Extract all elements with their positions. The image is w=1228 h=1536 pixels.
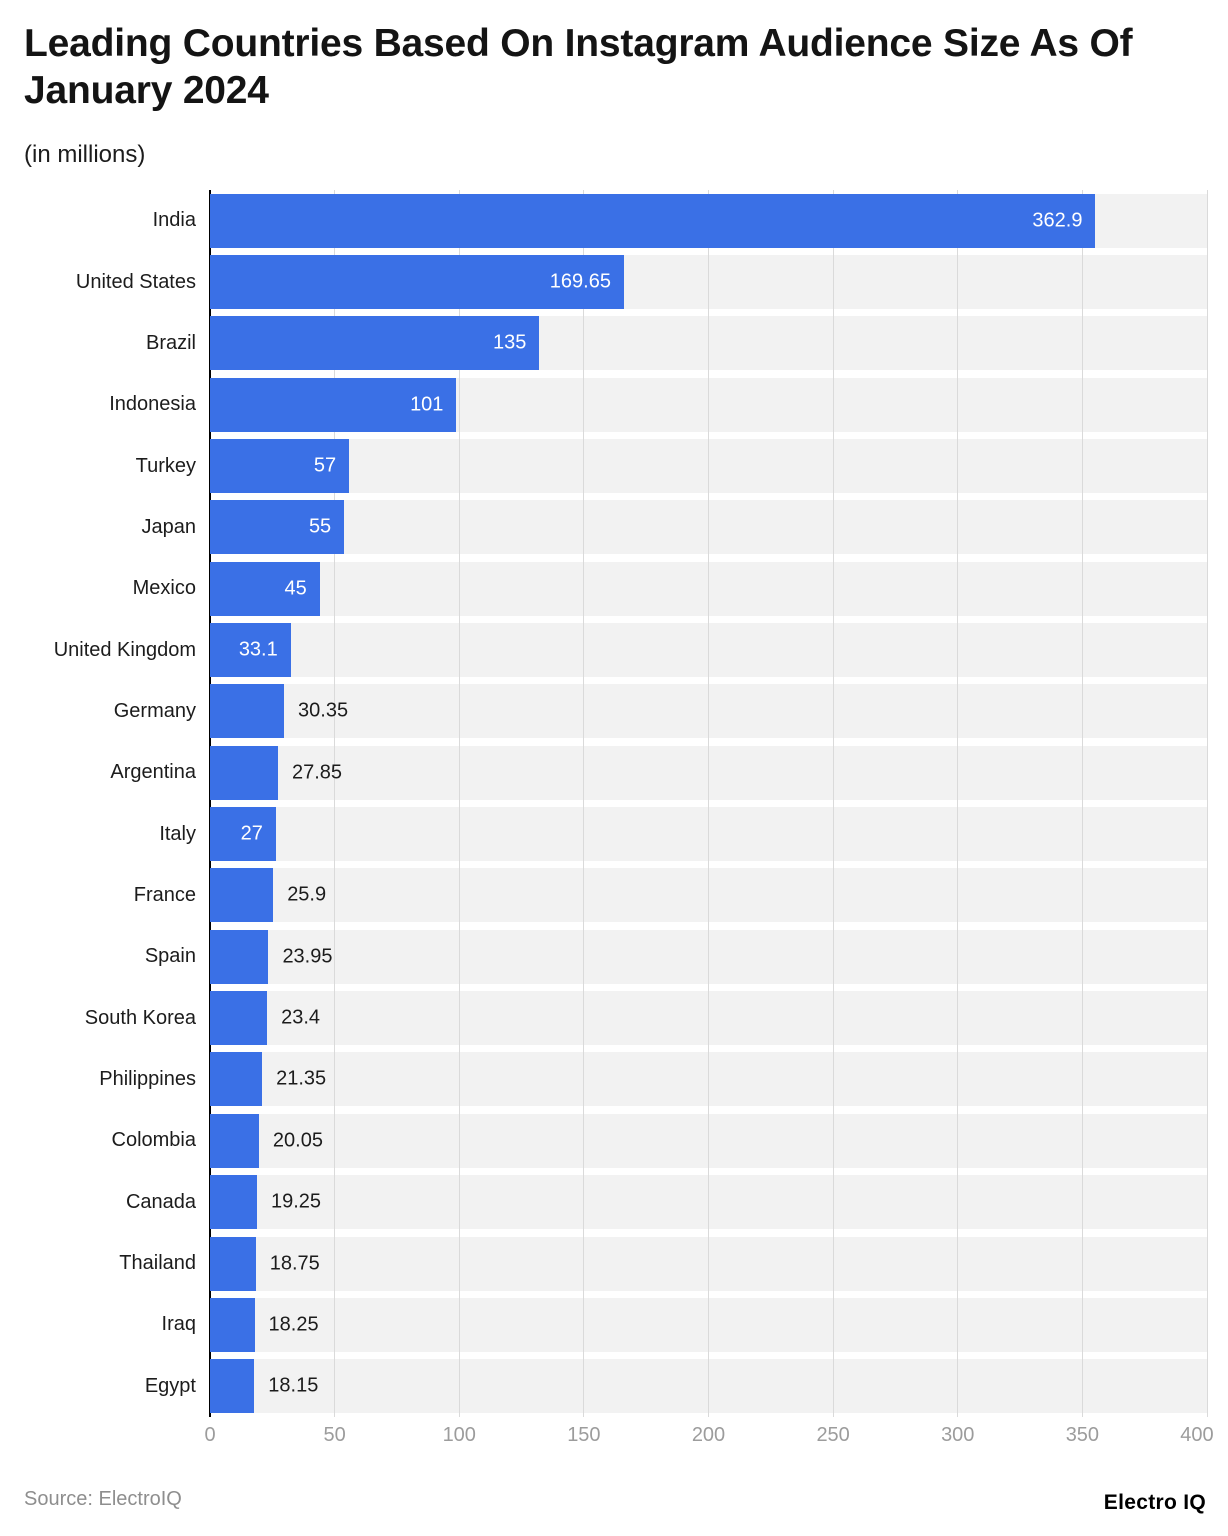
category-label: Philippines [99, 1067, 196, 1090]
gridline [334, 190, 336, 1417]
category-label: Thailand [119, 1252, 196, 1275]
bar [210, 1236, 256, 1291]
gridline [708, 190, 709, 1417]
x-tick-label: 0 [204, 1424, 216, 1446]
value-label: 25.9 [287, 883, 327, 906]
x-tick-label: 100 [442, 1424, 476, 1446]
bar [210, 929, 269, 984]
category-label: India [152, 209, 196, 232]
bar [210, 1113, 259, 1168]
category-label: Spain [144, 945, 196, 968]
x-tick-label: 50 [323, 1424, 346, 1446]
gridline [1206, 190, 1208, 1417]
bar [210, 684, 285, 739]
value-label: 55 [308, 515, 332, 538]
category-label: United Kingdom [53, 638, 196, 661]
category-label: Iraq [161, 1313, 196, 1336]
value-label: 18.75 [269, 1252, 320, 1275]
chart-title-line1: Leading Countries Based On Instagram Aud… [24, 22, 1133, 65]
value-label: 19.25 [270, 1190, 322, 1213]
value-label: 169.65 [549, 270, 611, 293]
bar-chart: India 362.9 United States 169.65 Brazil 135 In… [0, 190, 1208, 1417]
x-tick-label: 400 [1180, 1424, 1214, 1446]
bar: 55 [210, 500, 345, 555]
value-label: 21.35 [276, 1067, 327, 1090]
gridline [583, 190, 585, 1417]
category-label: Egypt [144, 1374, 196, 1397]
chart-row: India 362.9 [0, 190, 1207, 251]
category-label: United States [75, 270, 196, 293]
x-tick-label: 150 [567, 1424, 601, 1446]
category-label: Canada [125, 1190, 196, 1213]
category-label: Italy [159, 822, 196, 845]
bar [210, 868, 274, 923]
bar: 362.9 [210, 193, 1096, 248]
bar: 135 [210, 316, 540, 371]
bar [210, 1297, 255, 1352]
value-label: 30.35 [298, 699, 349, 722]
value-label: 101 [410, 393, 444, 416]
category-label: South Korea [84, 1006, 196, 1029]
category-label: Colombia [111, 1129, 196, 1152]
x-tick-label: 350 [1065, 1424, 1100, 1446]
category-label: Brazil [145, 331, 196, 354]
value-label: 135 [493, 331, 527, 354]
gridline [957, 190, 959, 1417]
x-tick-label: 300 [941, 1424, 975, 1446]
category-label: France [133, 883, 196, 906]
bar [210, 1175, 257, 1230]
bar [210, 991, 268, 1046]
bar [210, 1359, 255, 1414]
value-label: 33.1 [238, 638, 278, 661]
chart-subtitle: (in millions) [24, 141, 146, 168]
category-label: Germany [113, 699, 196, 722]
value-label: 27 [240, 822, 263, 845]
value-label: 45 [284, 577, 307, 600]
value-label: 27.85 [291, 761, 343, 784]
bar: 101 [210, 377, 457, 432]
bar: 45 [210, 561, 320, 616]
category-label: Japan [141, 515, 197, 538]
x-tick-label: 250 [816, 1424, 850, 1446]
chart-title-line2: January 2024 [24, 69, 269, 113]
chart-title: Leading Countries Based On Instagram Aud… [24, 20, 1209, 114]
value-label: 23.95 [282, 945, 333, 968]
brand-logo: Electro IQ [1103, 1491, 1206, 1514]
gridline [458, 190, 460, 1417]
bar: 33.1 [210, 623, 291, 678]
bar-plot-area: 362.9 [210, 190, 1207, 251]
category-label: Turkey [135, 454, 196, 477]
gridline [832, 190, 834, 1417]
category-label: Mexico [132, 577, 196, 600]
y-axis-line [209, 190, 211, 1417]
bar: 169.65 [210, 255, 624, 310]
x-tick-label: 200 [691, 1424, 726, 1446]
gridline [1081, 190, 1083, 1417]
source-text: Source: ElectroIQ [24, 1488, 182, 1510]
grid-layer [209, 190, 1208, 1417]
value-label: 23.4 [281, 1006, 321, 1029]
value-label: 362.9 [1032, 209, 1083, 232]
bar [210, 745, 278, 800]
x-axis: 0 50 100 150 200 250 300 350 400 [204, 1424, 1213, 1454]
value-label: 20.05 [272, 1129, 323, 1152]
value-label: 18.15 [268, 1374, 319, 1397]
category-label: Argentina [110, 761, 196, 784]
value-label: 57 [313, 454, 337, 477]
category-label: Indonesia [109, 393, 196, 416]
bar: 57 [210, 439, 350, 494]
bar [210, 1052, 263, 1107]
value-label: 18.25 [268, 1313, 319, 1336]
bar: 27 [210, 807, 276, 862]
